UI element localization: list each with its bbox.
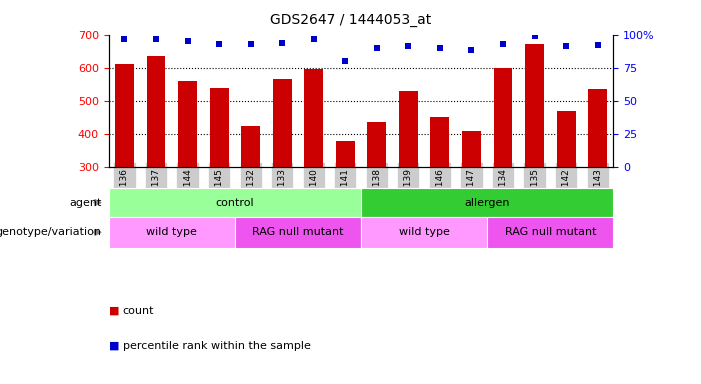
Bar [525,45,544,167]
Point [498,41,509,47]
Point [529,33,540,39]
Bar [273,79,292,167]
Text: RAG null mutant: RAG null mutant [252,227,343,237]
Text: allergen: allergen [465,197,510,208]
Point [466,47,477,53]
Bar [336,141,355,167]
Bar [462,131,481,167]
Point [182,38,193,44]
Text: control: control [215,197,254,208]
Bar [304,70,323,167]
Point [119,35,130,41]
Point [151,35,162,41]
Point [308,35,320,41]
Bar [557,111,576,167]
Text: count: count [123,306,154,316]
Point [561,43,572,50]
Text: GDS2647 / 1444053_at: GDS2647 / 1444053_at [270,13,431,27]
Point [277,40,288,46]
Bar [115,65,134,167]
Point [592,42,604,48]
Point [340,58,351,64]
Text: ■: ■ [109,306,119,316]
Text: RAG null mutant: RAG null mutant [505,227,596,237]
Bar [494,68,512,167]
Point [214,41,225,47]
Bar [430,118,449,167]
Bar [210,88,229,167]
Text: ■: ■ [109,341,119,351]
Bar [147,56,165,167]
Bar [241,126,260,167]
Bar [178,81,197,167]
Text: percentile rank within the sample: percentile rank within the sample [123,341,311,351]
Text: wild type: wild type [399,227,449,237]
Text: genotype/variation: genotype/variation [0,227,102,237]
Bar [588,89,607,167]
Bar [399,91,418,167]
Point [403,43,414,50]
Point [245,41,257,47]
Bar [367,122,386,167]
Text: wild type: wild type [147,227,197,237]
Text: agent: agent [69,197,102,208]
Point [372,45,383,51]
Point [435,45,446,51]
